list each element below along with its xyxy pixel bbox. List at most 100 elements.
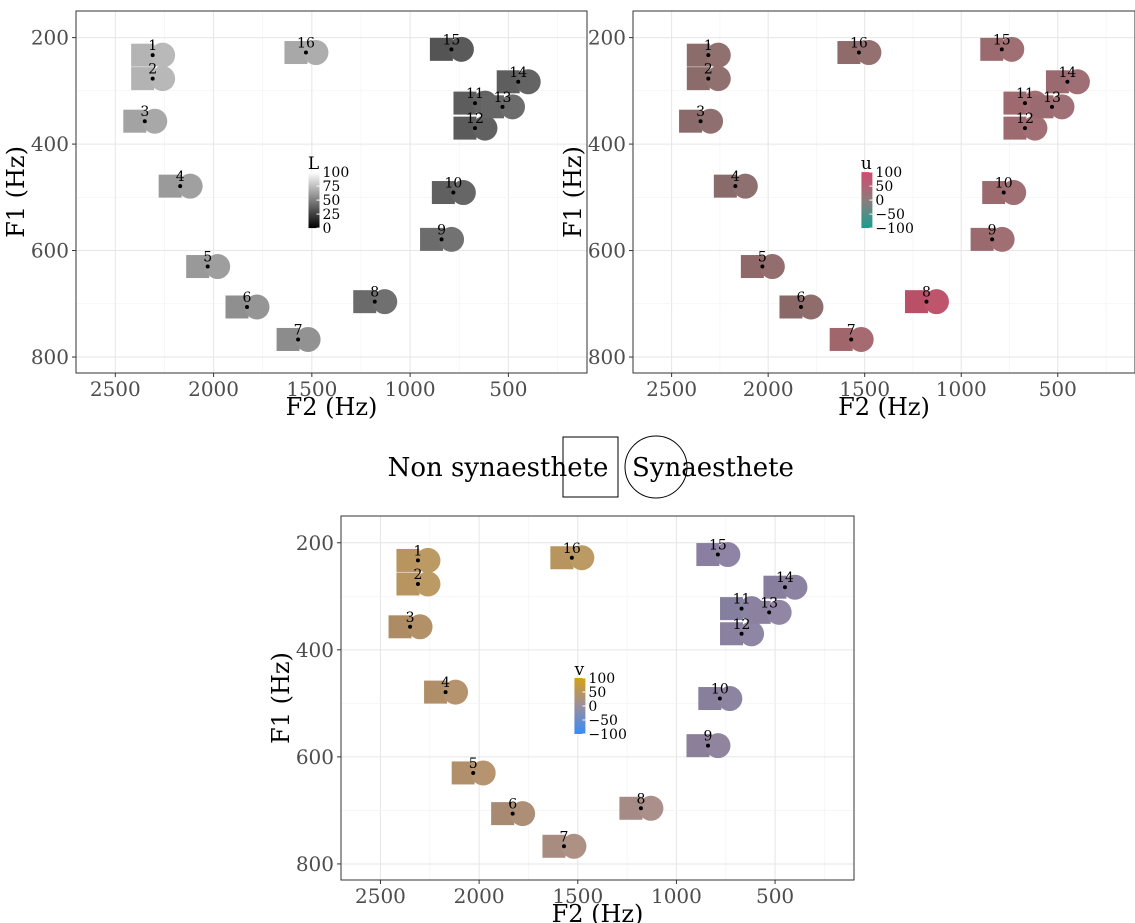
point-center-dot (706, 53, 711, 58)
point-center-dot (1065, 79, 1070, 84)
point-center-dot (372, 299, 377, 304)
colorbar-tick-label: 100 (875, 165, 902, 181)
point-square (686, 734, 710, 758)
point-center-dot (561, 844, 566, 849)
point-circle (638, 795, 664, 821)
point-center-dot (471, 770, 476, 775)
point-center-dot (150, 76, 155, 81)
point-circle (705, 66, 731, 92)
colorbar-tick-label: 50 (588, 685, 606, 701)
point-circle (766, 599, 792, 625)
point-label: 9 (704, 729, 713, 745)
y-tick-label: 600 (296, 745, 334, 769)
colorbar-tick-label: −50 (588, 713, 618, 729)
point-center-dot (415, 558, 420, 563)
x-tick-label: 2500 (355, 884, 406, 908)
point-label: 7 (559, 829, 568, 845)
point-label: 8 (922, 285, 931, 301)
point-center-dot (449, 47, 454, 52)
point-square (158, 174, 182, 198)
point-center-dot (1001, 190, 1006, 195)
colorbar-tick-label: −100 (588, 727, 626, 743)
point-square (131, 67, 155, 91)
point-square (720, 622, 744, 646)
colorbar-gradient (308, 172, 320, 229)
point-square (225, 295, 249, 319)
point-label: 12 (1016, 111, 1034, 127)
point-square (542, 834, 566, 858)
point-label: 7 (294, 322, 303, 338)
point-label: 4 (441, 675, 450, 691)
point-center-dot (798, 304, 803, 309)
point-square (388, 615, 412, 639)
x-axis-label: F2 (Hz) (838, 393, 930, 421)
point-center-dot (439, 237, 444, 242)
point-label: 13 (494, 90, 512, 106)
y-tick-label: 400 (296, 638, 334, 662)
point-label: 16 (297, 36, 315, 52)
point-square (698, 687, 722, 711)
point-label: 14 (509, 65, 527, 81)
point-circle (415, 571, 441, 597)
point-square (284, 41, 308, 65)
point-circle (782, 574, 808, 600)
point-circle (705, 733, 731, 759)
y-axis-label: F1 (Hz) (559, 146, 587, 238)
point-square (491, 802, 515, 826)
point-label: 15 (709, 538, 727, 554)
point-label: 2 (413, 567, 422, 583)
point-label: 1 (148, 38, 157, 54)
point-label: 6 (797, 290, 806, 306)
point-label: 5 (203, 250, 212, 266)
y-axis-label: F1 (Hz) (2, 146, 30, 238)
x-axis-label: F2 (Hz) (286, 393, 378, 421)
point-square (713, 174, 737, 198)
y-tick-label: 400 (588, 132, 626, 156)
colorbar-gradient (574, 677, 586, 734)
point-center-dot (178, 184, 183, 189)
colorbar-tick-label: 75 (323, 179, 341, 195)
point-label: 8 (370, 285, 379, 301)
point-circle (848, 326, 874, 352)
point-square (970, 227, 994, 251)
point-label: 16 (850, 36, 868, 52)
point-center-dot (990, 237, 995, 242)
point-center-dot (443, 690, 448, 695)
point-circle (715, 542, 741, 568)
point-label: 1 (413, 543, 422, 559)
colorbar-tick-label: 50 (323, 193, 341, 209)
point-square (276, 327, 300, 351)
legend-square-icon (562, 436, 619, 498)
plot-border (632, 10, 1135, 374)
point-square (451, 761, 475, 785)
point-center-dot (408, 624, 413, 629)
point-circle (177, 173, 203, 199)
point-circle (1064, 69, 1090, 95)
colorbar-title: u (861, 154, 872, 174)
point-circle (303, 40, 329, 66)
point-center-dot (705, 743, 710, 748)
point-square (131, 43, 155, 67)
point-square (420, 227, 444, 251)
colorbar-title: v (574, 660, 585, 680)
point-square (1003, 116, 1027, 140)
point-circle (439, 226, 465, 252)
x-tick-label: 1500 (286, 377, 337, 401)
point-label: 4 (176, 169, 185, 185)
x-tick-label: 2000 (188, 377, 239, 401)
x-tick-label: 2500 (646, 377, 697, 401)
point-center-dot (782, 585, 787, 590)
point-label: 14 (776, 570, 794, 586)
point-circle (205, 254, 231, 280)
point-center-dot (303, 50, 308, 55)
point-circle (923, 289, 949, 315)
point-center-dot (244, 304, 249, 309)
shape-legend: Non synaesthete Synaesthete (388, 435, 794, 499)
point-label: 13 (760, 595, 778, 611)
colorbar-tick-label: 100 (588, 671, 615, 687)
point-label: 8 (636, 791, 645, 807)
point-circle (732, 173, 758, 199)
